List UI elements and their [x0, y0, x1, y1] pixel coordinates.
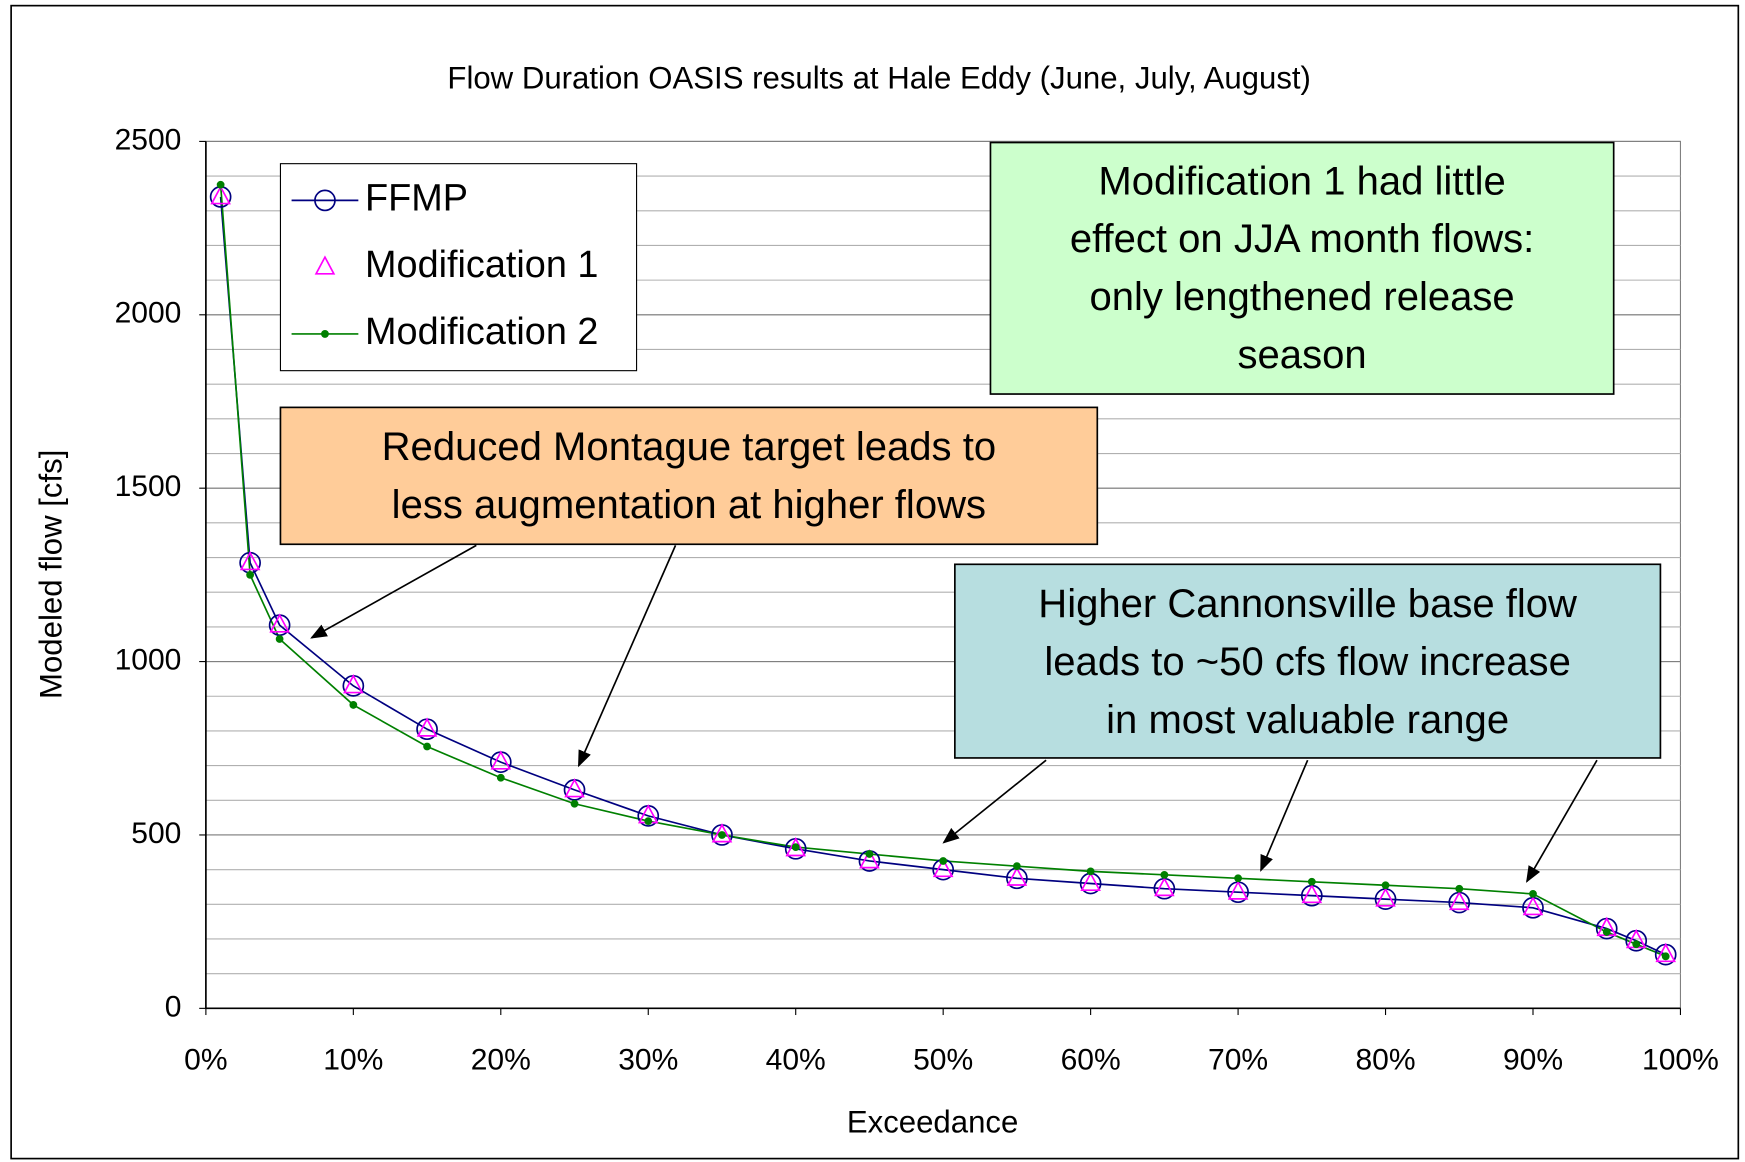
- x-tick-label: 0%: [184, 1044, 227, 1077]
- point: [1234, 874, 1242, 883]
- point: [246, 570, 255, 579]
- arrow: [577, 545, 677, 768]
- point: [865, 850, 874, 858]
- point: [349, 701, 358, 709]
- annotation-text: Reduced Montague target leads to: [382, 425, 996, 469]
- x-tick-label: 70%: [1208, 1044, 1268, 1077]
- point: [1154, 876, 1175, 897]
- point: [570, 799, 579, 808]
- legend-marker: [321, 330, 329, 338]
- point: [711, 823, 733, 843]
- y-axis-label: Modeled flow [cfs]: [34, 450, 69, 699]
- point: [932, 857, 954, 878]
- legend-label: FFMP: [365, 177, 468, 219]
- x-tick-label: 100%: [1642, 1044, 1719, 1077]
- point: [1529, 890, 1537, 898]
- x-tick-label: 40%: [766, 1044, 826, 1077]
- point: [1381, 881, 1390, 890]
- point: [564, 778, 585, 798]
- arrow: [1526, 759, 1598, 883]
- annotation-text: only lengthened release: [1089, 275, 1514, 319]
- point: [1006, 866, 1028, 886]
- x-tick-label: 60%: [1061, 1044, 1121, 1077]
- annotation-box: [954, 563, 1662, 759]
- point: [275, 635, 284, 643]
- point: [1632, 940, 1641, 949]
- point: [1086, 867, 1095, 876]
- y-tick-label: 500: [131, 817, 181, 850]
- point: [1080, 871, 1101, 892]
- annotation-text: in most valuable range: [1106, 698, 1509, 742]
- point: [1522, 895, 1544, 916]
- y-tick-label: 0: [165, 990, 182, 1023]
- chart-title: Flow Duration OASIS results at Hale Eddy…: [447, 60, 1311, 95]
- arrows: [310, 544, 1598, 883]
- y-tick-label: 2000: [115, 297, 182, 330]
- annotation-box: [989, 141, 1615, 395]
- point: [1655, 942, 1677, 963]
- annotation-text: effect on JJA month flows:: [1070, 217, 1535, 261]
- point: [1455, 884, 1464, 893]
- annotation-text: Modification 1 had little: [1098, 159, 1505, 203]
- point: [859, 849, 880, 869]
- annotations: Modification 1 had little effect on JJA m…: [279, 141, 1662, 759]
- x-tick-label: 90%: [1503, 1044, 1563, 1077]
- point: [216, 180, 225, 189]
- point: [210, 185, 231, 205]
- x-tick-label: 50%: [913, 1044, 973, 1077]
- y-tick-label: 1500: [115, 470, 182, 503]
- point: [1160, 870, 1169, 879]
- legend-label: Modification 1: [365, 244, 598, 286]
- y-tick-label: 1000: [115, 644, 182, 677]
- point: [496, 773, 505, 782]
- arrow: [1260, 759, 1309, 872]
- point: [791, 843, 800, 851]
- point: [644, 817, 653, 825]
- x-axis-label: Exceedance: [847, 1104, 1018, 1139]
- x-tick-label: 20%: [471, 1044, 531, 1077]
- annotation-text: season: [1238, 333, 1367, 377]
- point: [1307, 877, 1316, 886]
- point: [269, 613, 290, 633]
- series-line: [219, 196, 1667, 956]
- point: [1661, 952, 1670, 961]
- annotation-text: less augmentation at higher flows: [392, 483, 986, 527]
- point: [718, 831, 726, 839]
- point: [1448, 890, 1470, 911]
- legend-marker: [314, 255, 336, 275]
- point: [1375, 887, 1396, 907]
- point: [416, 717, 438, 737]
- point: [490, 750, 512, 770]
- point: [939, 857, 948, 865]
- point: [1013, 862, 1021, 871]
- x-tick-label: 30%: [618, 1044, 678, 1077]
- y-tick-label: 2500: [115, 123, 182, 156]
- legend-box: [279, 163, 638, 372]
- point: [1227, 880, 1249, 900]
- plot: [209, 180, 1677, 966]
- arrow: [310, 544, 477, 639]
- point: [1301, 883, 1323, 904]
- x-tick-label: 10%: [323, 1044, 383, 1077]
- legend-marker: [314, 189, 336, 212]
- point: [785, 837, 807, 857]
- point: [343, 674, 364, 694]
- legend-label: Modification 2: [365, 311, 598, 353]
- point: [1602, 928, 1611, 936]
- annotation-box: [279, 406, 1099, 546]
- x-tick-label: 80%: [1355, 1044, 1415, 1077]
- annotation-text: Higher Cannonsville base flow: [1038, 582, 1578, 626]
- point: [239, 550, 261, 571]
- point: [423, 742, 431, 751]
- arrow: [942, 759, 1047, 844]
- legend: FFMP Modification 1 Modification 2: [279, 163, 638, 372]
- annotation-text: leads to ~50 cfs flow increase: [1044, 640, 1570, 684]
